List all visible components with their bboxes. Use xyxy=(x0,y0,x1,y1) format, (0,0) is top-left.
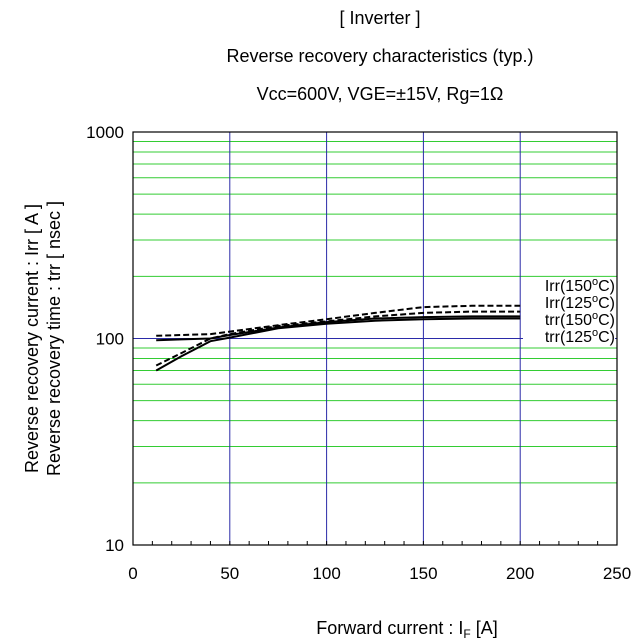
chart-title-line-2: Reverse recovery characteristics (typ.) xyxy=(226,46,533,66)
x-tick-label: 250 xyxy=(603,564,631,583)
chart-title-line-3: Vcc=600V, VGE=±15V, Rg=1Ω xyxy=(257,84,504,104)
series-label-1: Irr(150oC) xyxy=(545,276,615,295)
series-label-3: trr(150oC) xyxy=(545,310,615,329)
series-label-bg xyxy=(523,312,615,328)
plot-area-frame xyxy=(132,131,618,546)
series-line-2 xyxy=(156,315,521,342)
y-tick-label: 100 xyxy=(96,330,124,349)
series-label-4: trr(125oC) xyxy=(545,327,615,346)
series-line-3 xyxy=(155,310,521,367)
x-tick-label: 100 xyxy=(312,564,340,583)
series-label-bg xyxy=(523,295,615,311)
axis-ticks xyxy=(151,541,599,545)
y-tick-label: 1000 xyxy=(86,123,124,142)
x-axis-label-subscript: F xyxy=(463,627,470,641)
y-axis-label-current: Reverse recovery current : Irr [ A ] xyxy=(22,204,42,473)
chart-title: [ Inverter ] Reverse recovery characteri… xyxy=(226,8,533,104)
x-axis-label-main: Forward current : I xyxy=(316,618,463,638)
x-axis-label: Forward current : IF [A] xyxy=(316,618,497,641)
x-tick-label: 0 xyxy=(128,564,137,583)
y-tick-label: 10 xyxy=(105,536,124,555)
series-labels: Irr(150oC)Irr(125oC)trr(150oC)trr(125oC) xyxy=(523,276,615,346)
x-tick-label: 150 xyxy=(409,564,437,583)
series-line-4 xyxy=(155,317,521,372)
chart-title-line-1: [ Inverter ] xyxy=(339,8,420,28)
series-label-bg xyxy=(523,329,615,345)
x-tick-label: 200 xyxy=(506,564,534,583)
y-tick-labels: 10 100 1000 xyxy=(86,123,124,555)
series-label-bg xyxy=(523,278,615,294)
series-line-1 xyxy=(156,304,521,337)
x-tick-labels: 0 50 100 150 200 250 xyxy=(128,564,631,583)
x-axis-label-unit: [A] xyxy=(471,618,498,638)
series-lines xyxy=(155,304,521,372)
y-axis-label-time: Reverse recovery time : trr [ nsec ] xyxy=(44,201,64,476)
x-tick-label: 50 xyxy=(220,564,239,583)
series-label-2: Irr(125oC) xyxy=(545,293,615,312)
